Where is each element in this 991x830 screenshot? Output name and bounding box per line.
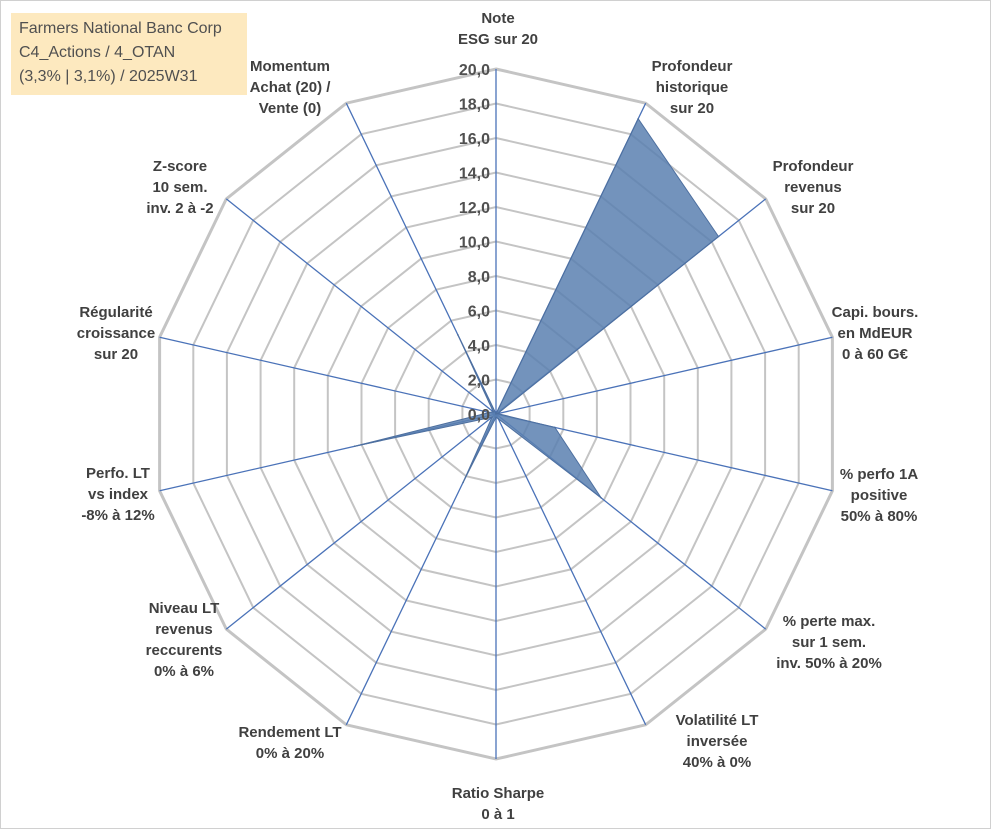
data-point-volatilite: [497, 417, 500, 420]
data-point-perfo-1a: [554, 426, 556, 429]
tick-label: 20,0: [459, 62, 490, 79]
tick-label: 8,0: [468, 269, 490, 286]
tick-label: 10,0: [459, 235, 490, 252]
axis-label-perfo-lt: Perfo. LT vs index -8% à 12%: [81, 465, 154, 524]
axis-spoke-regularite: [159, 336, 497, 415]
axis-label-revenus-recurrents: Niveau LT revenus reccurents 0% à 6%: [146, 600, 223, 680]
tick-label: 2,0: [468, 373, 490, 390]
data-point-profondeur-revenus: [717, 235, 720, 238]
tick-label: 18,0: [459, 97, 490, 114]
data-point-esg: [495, 413, 497, 415]
axis-label-perte-max: % perte max. sur 1 sem. inv. 50% à 20%: [776, 613, 882, 672]
data-point-perte-max: [600, 497, 602, 499]
period-info: (3,3% | 3,1%) / 2025W31: [19, 68, 198, 85]
data-point-regularite: [488, 411, 491, 414]
data-point-momentum: [457, 333, 459, 336]
axis-spoke-revenus-recurrents: [225, 413, 497, 630]
data-point-revenus-recurrents: [491, 416, 493, 419]
axis-label-profondeur-historique: Profondeur historique sur 20: [652, 58, 733, 117]
axis-label-rendement: Rendement LT 0% à 20%: [238, 724, 341, 762]
axis-label-profondeur-revenus: Profondeur revenus sur 20: [773, 158, 854, 217]
axis-label-z-score: Z-score 10 sem. inv. 2 à -2: [146, 158, 213, 217]
axis-spoke-volatilite: [495, 413, 647, 726]
tick-label: 14,0: [459, 166, 490, 183]
data-point-capi: [496, 412, 499, 415]
data-point-z-score: [492, 411, 495, 413]
data-point-rendement: [462, 481, 464, 484]
tick-label: 0,0: [468, 407, 490, 424]
company-name: Farmers National Banc Corp: [19, 20, 222, 37]
data-series: [353, 117, 720, 499]
axis-labels: Note ESG sur 20 Profondeur historique sur 20…: [77, 10, 919, 823]
tick-label: 4,0: [468, 338, 490, 355]
axis-spoke-z-score: [225, 198, 497, 415]
tick-label: 12,0: [459, 200, 490, 217]
info-box: Farmers National Banc Corp C4_Actions / …: [11, 13, 247, 95]
classification: C4_Actions / 4_OTAN: [19, 44, 176, 61]
tick-label: 16,0: [459, 131, 490, 148]
axis-label-volatilite: Volatilité LT inversée 40% à 0%: [676, 712, 759, 771]
radial-tick-labels: 0,0 2,0 4,0 6,0 8,0 10,0 12,0 14,0 16,0 18,0 20,0: [459, 62, 490, 424]
data-point-perfo-lt: [353, 445, 356, 448]
axis-label-regularite: Régularité croissance sur 20: [77, 304, 155, 363]
data-point-profondeur-historique: [637, 117, 639, 120]
axis-label-esg: Note ESG sur 20: [458, 10, 538, 48]
axis-spoke-capi: [495, 336, 833, 415]
axis-label-sharpe: Ratio Sharpe 0 à 1: [452, 785, 545, 823]
tick-label: 6,0: [468, 304, 490, 321]
axis-label-perfo-1a: % perfo 1A positive 50% à 80%: [840, 466, 919, 525]
data-point-sharpe: [495, 416, 497, 419]
axis-label-momentum: Momentum Achat (20) / Vente (0): [250, 58, 332, 117]
axis-label-capi: Capi. bours. en MdEUR 0 à 60 G€: [832, 304, 919, 363]
